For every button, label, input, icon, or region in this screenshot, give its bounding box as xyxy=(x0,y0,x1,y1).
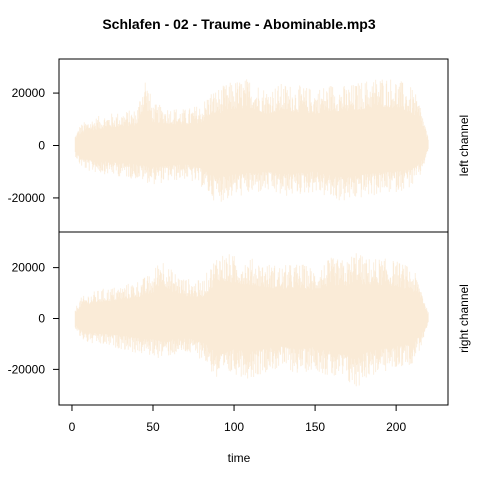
y-tick-label: 0 xyxy=(38,139,45,153)
y-tick-label: 0 xyxy=(38,312,45,326)
y-tick-label: 20000 xyxy=(12,261,46,275)
x-axis: 0 50 100 150 200 xyxy=(69,405,406,434)
x-tick-label: 100 xyxy=(224,420,244,434)
left-channel-panel: -20000 0 20000 left channel xyxy=(8,58,471,233)
chart-title: Schlafen - 02 - Traume - Abominable.mp3 xyxy=(102,16,376,32)
x-tick-label: 50 xyxy=(146,420,160,434)
x-axis-label: time xyxy=(228,451,251,465)
x-tick-label: 0 xyxy=(69,420,76,434)
x-tick-label: 200 xyxy=(386,420,406,434)
waveform-0 xyxy=(74,79,429,202)
waveform-1 xyxy=(74,253,429,387)
right-channel-panel: -20000 0 20000 right channel xyxy=(8,231,471,406)
y-tick-label: -20000 xyxy=(8,362,46,376)
channel-label: left channel xyxy=(457,115,471,176)
y-tick-label: -20000 xyxy=(8,191,46,205)
y-tick-label: 20000 xyxy=(12,86,46,100)
channel-label: right channel xyxy=(457,284,471,353)
x-tick-label: 150 xyxy=(305,420,325,434)
